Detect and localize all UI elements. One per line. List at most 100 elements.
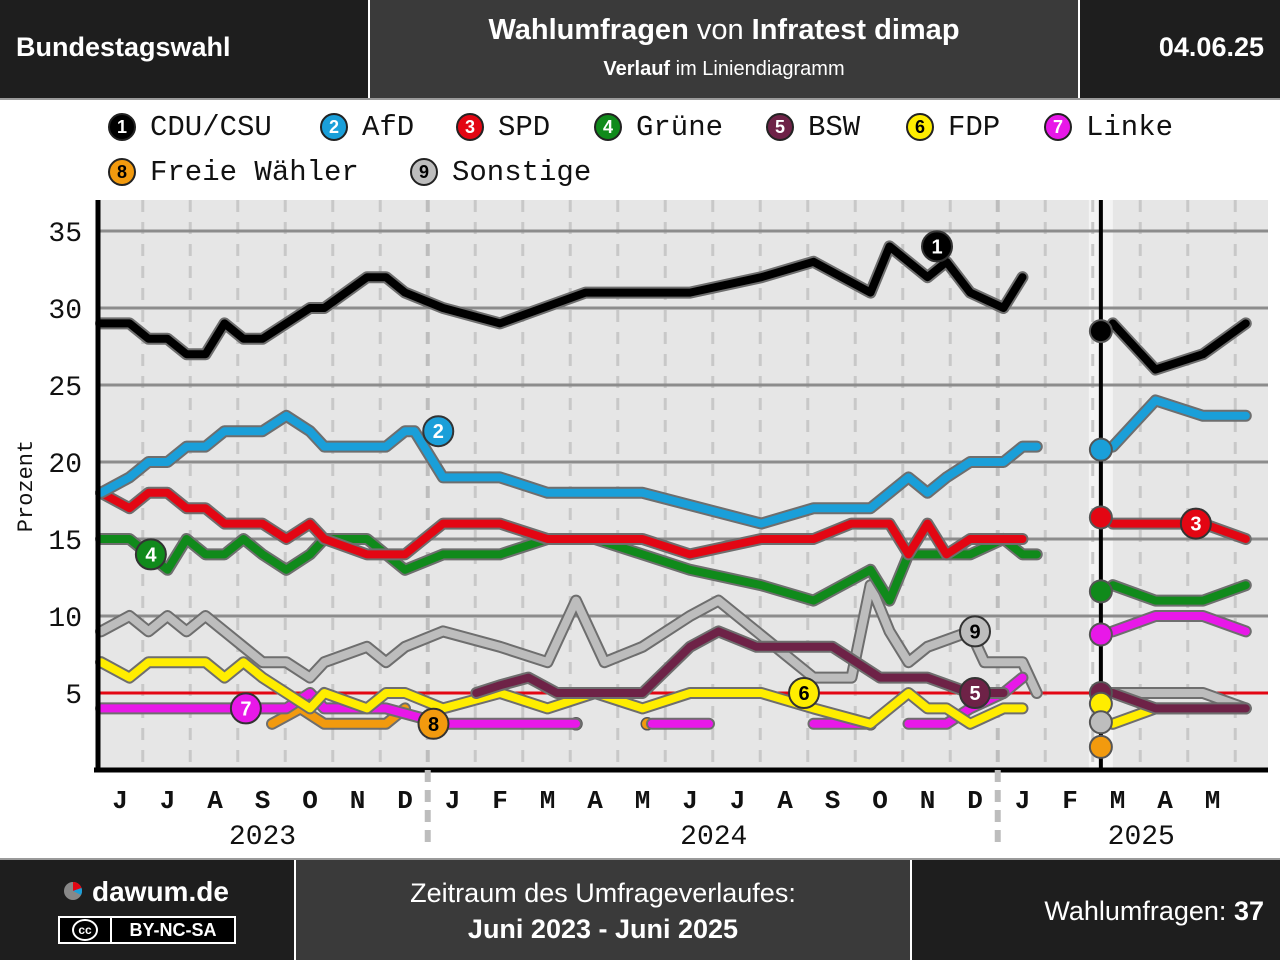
legend-label: AfD — [362, 110, 415, 144]
month-label: A — [1157, 786, 1173, 816]
series-label-badge — [422, 415, 455, 448]
election-result-point — [1088, 734, 1113, 759]
month-label: M — [1205, 786, 1221, 816]
series-line — [1108, 319, 1250, 374]
date-box: 04.06.25 — [1080, 0, 1280, 98]
poll-count-value: 37 — [1233, 896, 1264, 926]
y-tick-label: 10 — [48, 604, 82, 635]
series-label-badge — [959, 677, 991, 709]
legend-badge: 2 — [320, 113, 348, 141]
brand-box: dawum.de cc BY-NC-SA — [0, 860, 294, 960]
cc-icon: cc — [60, 918, 110, 942]
chart-title-box: Wahlumfragen von Infratest dimap Verlauf… — [370, 0, 1078, 98]
range-value: Juni 2023 - Juni 2025 — [467, 914, 739, 944]
cc-text: cc — [72, 919, 98, 941]
series-line — [97, 658, 1027, 728]
header-divider — [0, 98, 1280, 100]
legend-label: SPD — [498, 110, 551, 144]
y-tick-label: 25 — [48, 373, 82, 404]
month-label: O — [872, 786, 888, 816]
series-line — [97, 488, 1027, 559]
month-label: M — [1110, 786, 1126, 816]
series-line — [268, 704, 409, 728]
legend-item: 1 CDU/CSU — [108, 107, 272, 147]
brand-name[interactable]: dawum.de — [92, 876, 229, 907]
series-label-badge — [134, 538, 167, 571]
legend-badge: 1 — [108, 113, 136, 141]
year-label: 2025 — [1108, 822, 1175, 853]
series-line — [1108, 689, 1250, 713]
month-label: J — [445, 786, 461, 816]
legend-label: BSW — [808, 110, 861, 144]
legend-label: Freie Wähler — [150, 155, 359, 189]
series-label-badge — [788, 677, 820, 709]
footer: dawum.de cc BY-NC-SA Zeitraum des Umfrag… — [0, 860, 1280, 960]
month-label: M — [540, 786, 556, 816]
legend-badge: 7 — [1044, 113, 1072, 141]
election-result-point — [1088, 710, 1113, 735]
series-line — [1108, 396, 1250, 451]
month-label: N — [920, 786, 936, 816]
header: Bundestagswahl Wahlumfragen von Infrates… — [0, 0, 1280, 98]
title-part-3: Infratest dimap — [751, 14, 960, 46]
legend-label: Sonstige — [452, 155, 592, 189]
chart-subtitle: Verlauf im Liniendiagramm — [370, 58, 1078, 81]
election-result-point — [1088, 622, 1113, 647]
series-label-number: 5 — [969, 683, 980, 705]
series-label-badge — [417, 707, 450, 740]
legend-item: 8 Freie Wähler — [108, 152, 359, 192]
series-label-badge — [959, 615, 991, 648]
date-label: 04.06.25 — [1158, 32, 1264, 62]
legend-item: 6 FDP — [906, 107, 1000, 147]
year-label: 2023 — [229, 822, 296, 853]
month-label: S — [825, 786, 841, 816]
election-result-point — [1088, 505, 1113, 530]
y-tick-label: 30 — [48, 296, 82, 327]
series-label-badge — [229, 692, 262, 725]
pie-chart-icon — [64, 882, 82, 900]
license-badge[interactable]: cc BY-NC-SA — [58, 916, 236, 944]
series-line — [97, 242, 1027, 359]
month-label: F — [492, 786, 508, 816]
legend-badge: 6 — [906, 113, 934, 141]
election-result-point — [1088, 579, 1113, 604]
series-label-number: 7 — [240, 698, 251, 720]
series-label-number: 2 — [433, 421, 444, 443]
range-box: Zeitraum des Umfrageverlaufes: Juni 2023… — [296, 860, 910, 960]
month-label: A — [207, 786, 223, 816]
series-label-badge — [921, 230, 953, 263]
legend-label: CDU/CSU — [150, 110, 272, 144]
legend-label: Grüne — [636, 110, 724, 144]
count-box: Wahlumfragen: 37 — [912, 860, 1280, 960]
legend-item: 2 AfD — [320, 107, 414, 147]
month-label: F — [1062, 786, 1078, 816]
legend-item: 9 Sonstige — [410, 152, 591, 192]
series-line — [1108, 689, 1250, 713]
election-title-box: Bundestagswahl — [0, 0, 368, 98]
legend-item: 3 SPD — [456, 107, 550, 147]
y-axis-label: Prozent — [14, 440, 39, 532]
y-tick-label: 5 — [65, 681, 82, 712]
series-label-number: 6 — [798, 683, 809, 705]
series-line — [1108, 519, 1250, 543]
title-part-2: von — [688, 14, 752, 46]
month-label: J — [1015, 786, 1031, 816]
poll-count-label: Wahlumfragen: — [1044, 896, 1234, 926]
y-tick-label: 35 — [48, 219, 82, 250]
y-tick-label: 15 — [48, 527, 82, 558]
legend-badge: 5 — [766, 113, 794, 141]
footer-divider — [0, 858, 1280, 860]
series-line — [1108, 581, 1250, 605]
month-label: A — [587, 786, 603, 816]
series-label-number: 1 — [931, 236, 942, 258]
range-label: Zeitraum des Umfrageverlaufes: — [410, 878, 796, 908]
series-line — [1108, 612, 1250, 636]
month-label: M — [635, 786, 651, 816]
series-line — [97, 581, 1041, 697]
month-label: O — [302, 786, 318, 816]
election-result-point — [1088, 437, 1113, 462]
legend-label: Linke — [1086, 110, 1174, 144]
license-text: BY-NC-SA — [110, 918, 234, 942]
chart-title: Wahlumfragen von Infratest dimap — [370, 14, 1078, 47]
